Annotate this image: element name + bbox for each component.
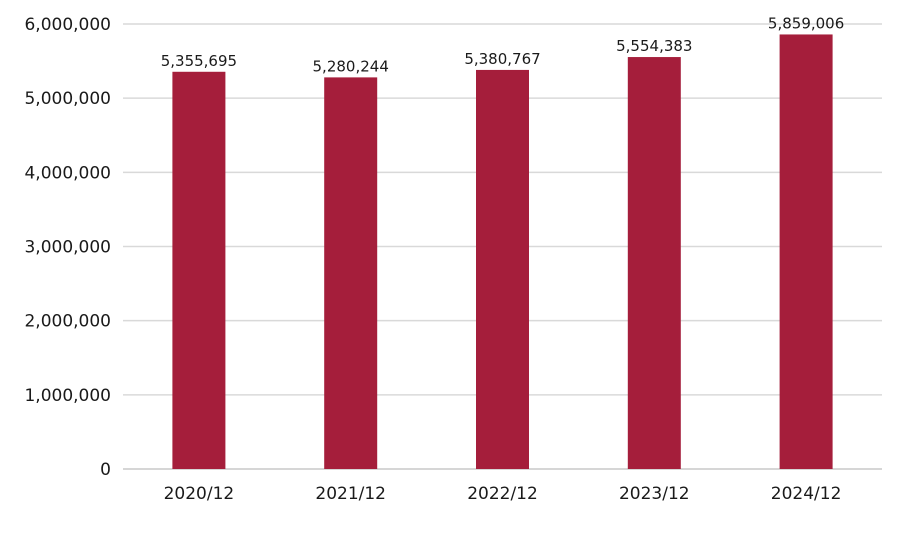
y-tick-label: 2,000,000 bbox=[24, 312, 111, 332]
bar-value-label: 5,355,695 bbox=[161, 52, 237, 70]
bar bbox=[779, 34, 833, 469]
y-axis-ticks: 0 1,000,000 2,000,000 3,000,000 4,000,000 5,0… bbox=[24, 15, 111, 480]
y-tick-label: 6,000,000 bbox=[24, 15, 111, 35]
bar-value-label: 5,859,006 bbox=[768, 14, 844, 32]
x-tick-label: 2022/12 bbox=[467, 484, 538, 504]
y-tick-label: 1,000,000 bbox=[24, 386, 111, 406]
y-tick-label: 5,000,000 bbox=[24, 89, 111, 109]
y-tick-label: 3,000,000 bbox=[24, 238, 111, 258]
x-axis-ticks: 2020/12 2021/12 2022/12 2023/12 2024/12 bbox=[164, 484, 842, 504]
y-tick-label: 0 bbox=[100, 460, 111, 480]
bar bbox=[324, 77, 378, 470]
y-tick-label: 4,000,000 bbox=[24, 163, 111, 183]
x-tick-label: 2021/12 bbox=[315, 484, 386, 504]
data-labels: 5,355,695 5,280,244 5,380,767 5,554,383 5,85… bbox=[161, 14, 845, 75]
bar bbox=[476, 69, 529, 469]
x-tick-label: 2020/12 bbox=[164, 484, 235, 504]
bar-value-label: 5,280,244 bbox=[313, 57, 389, 75]
bar-value-label: 5,554,383 bbox=[616, 37, 692, 55]
x-tick-label: 2023/12 bbox=[619, 484, 690, 504]
x-tick-label: 2024/12 bbox=[771, 484, 842, 504]
bar-value-label: 5,380,767 bbox=[464, 50, 540, 68]
bar bbox=[627, 57, 681, 469]
bars bbox=[172, 34, 833, 470]
bar bbox=[172, 71, 226, 470]
